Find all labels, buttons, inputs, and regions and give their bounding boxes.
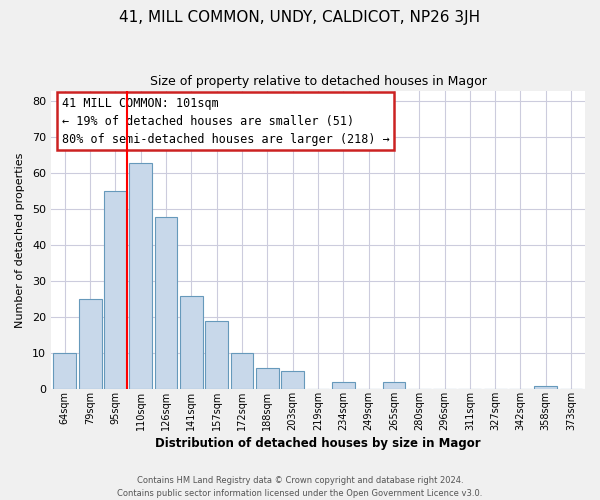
Bar: [130, 162, 152, 390]
Bar: [205, 321, 228, 390]
Bar: [256, 368, 279, 390]
Bar: [53, 354, 76, 390]
Y-axis label: Number of detached properties: Number of detached properties: [15, 152, 25, 328]
Bar: [383, 382, 405, 390]
Bar: [281, 372, 304, 390]
Bar: [104, 192, 127, 390]
Bar: [332, 382, 355, 390]
X-axis label: Distribution of detached houses by size in Magor: Distribution of detached houses by size …: [155, 437, 481, 450]
Text: 41, MILL COMMON, UNDY, CALDICOT, NP26 3JH: 41, MILL COMMON, UNDY, CALDICOT, NP26 3J…: [119, 10, 481, 25]
Title: Size of property relative to detached houses in Magor: Size of property relative to detached ho…: [149, 75, 487, 88]
Bar: [155, 216, 178, 390]
Bar: [180, 296, 203, 390]
Text: Contains HM Land Registry data © Crown copyright and database right 2024.
Contai: Contains HM Land Registry data © Crown c…: [118, 476, 482, 498]
Bar: [79, 300, 101, 390]
Bar: [535, 386, 557, 390]
Text: 41 MILL COMMON: 101sqm
← 19% of detached houses are smaller (51)
80% of semi-det: 41 MILL COMMON: 101sqm ← 19% of detached…: [62, 96, 389, 146]
Bar: [230, 354, 253, 390]
